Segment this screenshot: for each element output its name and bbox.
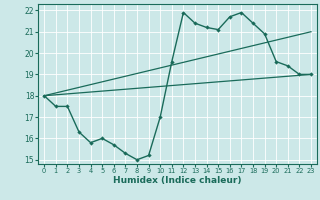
- X-axis label: Humidex (Indice chaleur): Humidex (Indice chaleur): [113, 176, 242, 185]
